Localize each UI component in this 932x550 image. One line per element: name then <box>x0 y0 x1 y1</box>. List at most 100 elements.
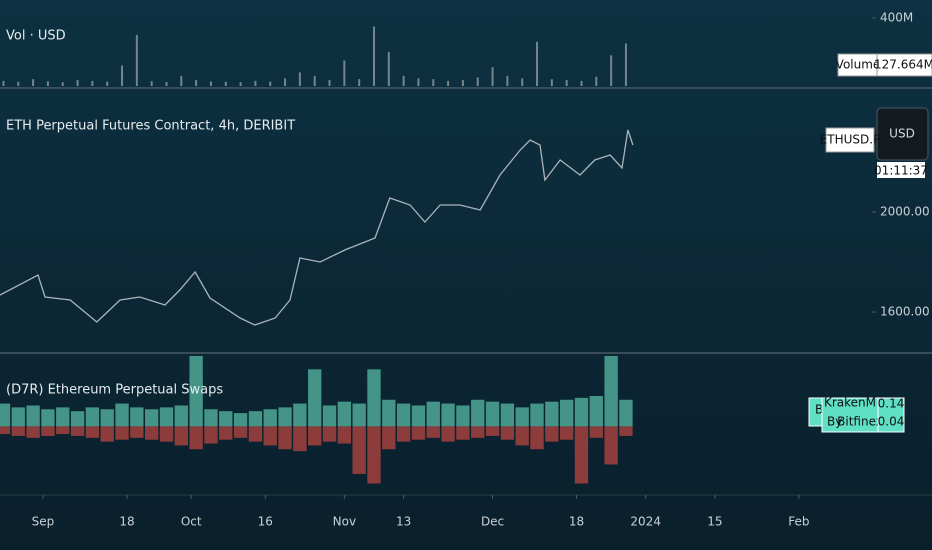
bar <box>411 405 426 427</box>
bar <box>135 34 138 86</box>
bar <box>580 80 583 86</box>
bar <box>604 426 618 465</box>
x-tick-label: 2024 <box>630 515 661 529</box>
bar <box>26 426 40 438</box>
bar <box>0 403 11 427</box>
bar <box>387 51 390 86</box>
bar <box>545 426 559 442</box>
bar <box>574 426 589 484</box>
bar <box>432 79 435 86</box>
bar <box>426 426 440 438</box>
bar <box>447 80 450 86</box>
bar <box>41 409 55 427</box>
bar <box>100 409 114 427</box>
bar <box>204 426 218 444</box>
bar <box>150 81 153 86</box>
bar <box>441 426 455 442</box>
bar <box>11 426 25 436</box>
bar <box>278 407 292 427</box>
bar <box>337 426 352 444</box>
bar <box>209 81 212 86</box>
bar <box>367 426 381 484</box>
bar <box>574 397 589 427</box>
bar <box>589 426 603 438</box>
marks <box>0 26 634 484</box>
y-tick-label: 400M <box>880 10 913 24</box>
bar <box>382 399 396 427</box>
currency-label[interactable]: USD <box>889 127 915 141</box>
bar <box>278 426 292 450</box>
bar <box>189 356 203 427</box>
bar <box>204 409 218 427</box>
bar <box>106 81 109 86</box>
bar <box>559 399 574 427</box>
y-tick-label: 2000.00 <box>880 205 930 219</box>
bar <box>500 426 515 440</box>
bar <box>17 81 20 86</box>
bar <box>145 426 159 440</box>
bar <box>46 81 49 86</box>
countdown: 01:11:37 <box>874 164 928 178</box>
bar <box>180 75 183 86</box>
bar <box>70 426 85 436</box>
bar <box>411 426 426 440</box>
extra-label: B <box>815 403 823 417</box>
bar <box>32 79 35 86</box>
x-tick-label: Dec <box>481 515 504 529</box>
bar <box>343 60 346 86</box>
bar <box>284 78 287 86</box>
volume-title: Vol · USD <box>6 29 66 44</box>
bar <box>159 426 174 442</box>
bar <box>26 405 40 427</box>
x-tick-label: 13 <box>396 515 411 529</box>
bar <box>471 426 485 438</box>
price-title: ETH Perpetual Futures Contract, 4h, DERI… <box>6 119 295 134</box>
bar <box>530 403 544 427</box>
bar <box>308 426 322 446</box>
bar <box>233 413 248 427</box>
bar <box>159 407 174 427</box>
bar <box>11 407 25 427</box>
countdown-box <box>877 162 925 178</box>
bar <box>263 426 277 446</box>
bar <box>41 426 55 436</box>
currency-button[interactable] <box>876 107 929 161</box>
bar <box>589 395 603 427</box>
bar <box>595 76 598 86</box>
bar <box>269 81 272 86</box>
bar <box>263 409 277 427</box>
bar <box>521 78 524 86</box>
bar <box>417 78 420 86</box>
bar <box>195 80 198 86</box>
bar <box>402 75 405 86</box>
bar <box>219 426 233 440</box>
bar <box>254 80 257 86</box>
bar <box>233 426 248 438</box>
bar <box>56 426 70 435</box>
bar <box>471 399 485 427</box>
bar <box>515 426 529 446</box>
bar <box>248 426 263 442</box>
bar <box>121 65 124 86</box>
value-box <box>877 397 905 433</box>
bar <box>219 411 233 427</box>
extra-label: By <box>827 415 842 429</box>
bar <box>559 426 574 440</box>
bar <box>515 407 529 427</box>
volume-legend: Volume <box>836 58 881 72</box>
bar <box>382 426 396 450</box>
bar <box>372 26 375 86</box>
indicator-title: (D7R) Ethereum Perpetual Swaps <box>6 383 223 398</box>
bar <box>476 77 479 86</box>
bar <box>426 401 440 427</box>
bar <box>85 426 100 438</box>
x-tick-label: Oct <box>181 515 202 529</box>
bar <box>322 405 337 427</box>
bar <box>130 407 144 427</box>
bar <box>367 369 381 427</box>
bar <box>85 407 100 427</box>
bar <box>358 79 361 86</box>
bar <box>293 426 307 452</box>
bar <box>485 426 500 436</box>
